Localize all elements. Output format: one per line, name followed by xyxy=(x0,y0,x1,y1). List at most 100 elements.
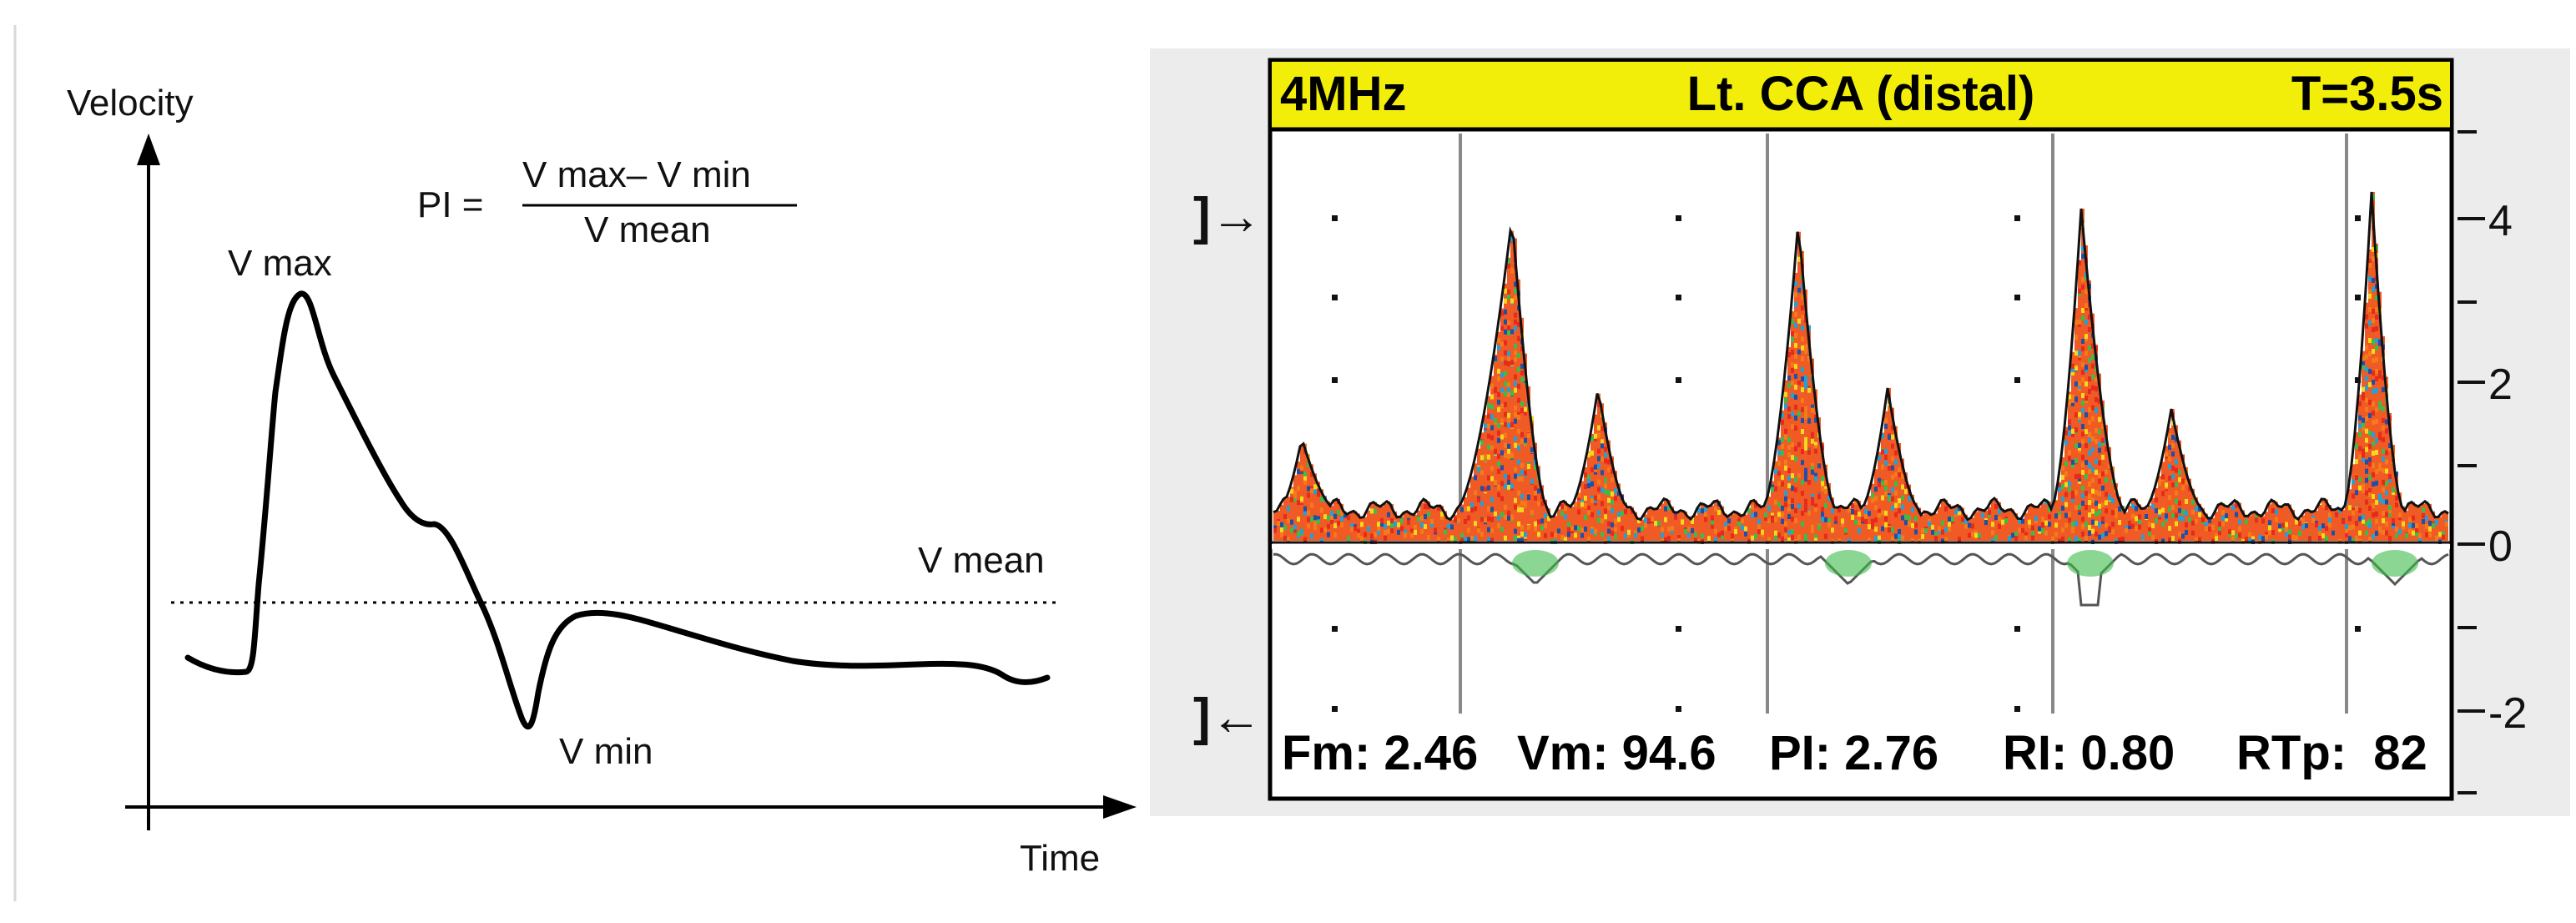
spectrum-speckle xyxy=(1410,528,1414,534)
spectrum-speckle xyxy=(2185,522,2188,527)
spectrum-speckle xyxy=(2378,526,2382,532)
spectrum-speckle xyxy=(2372,340,2375,345)
spectrum-speckle xyxy=(1811,469,1814,475)
spectrum-speckle xyxy=(1791,350,1794,356)
spectrum-column xyxy=(1827,482,1831,541)
spectrum-speckle xyxy=(1964,523,1968,529)
spectrum-column xyxy=(1374,502,1377,541)
spectrum-speckle xyxy=(2358,454,2362,460)
spectrum-speckle xyxy=(2061,496,2064,502)
spectrum-speckle xyxy=(2068,517,2071,523)
measurement-pi: PI: 2.76 xyxy=(1769,726,1938,780)
spectrum-speckle xyxy=(2345,523,2348,529)
spectrum-speckle xyxy=(1791,362,1794,368)
spectrum-speckle xyxy=(2081,401,2084,406)
spectrum-speckle xyxy=(1868,511,1871,517)
spectrum-speckle xyxy=(2261,536,2265,542)
spectrum-speckle xyxy=(2268,520,2271,526)
spectrum-speckle xyxy=(1874,527,1878,532)
spectrum-speckle xyxy=(1817,463,1821,469)
spectrum-speckle xyxy=(1781,536,1784,542)
spectrum-column xyxy=(1320,489,1323,541)
spectrum-speckle xyxy=(1514,325,1517,331)
spectrum-speckle xyxy=(1604,477,1607,483)
spectrum-speckle xyxy=(1817,525,1821,531)
spectrum-speckle xyxy=(1884,423,1888,429)
spectrum-speckle xyxy=(1878,455,1881,461)
spectrum-speckle xyxy=(1290,488,1293,494)
spectrum-speckle xyxy=(1514,442,1517,448)
spectrum-speckle xyxy=(1374,532,1377,537)
spectrum-speckle xyxy=(1497,492,1500,497)
spectrum-speckle xyxy=(1504,319,1507,325)
spectrum-speckle xyxy=(1457,517,1460,523)
spectrum-speckle xyxy=(1487,537,1490,542)
spectrum-speckle xyxy=(2185,498,2188,504)
spectrum-column xyxy=(1684,511,1687,541)
spectrum-speckle xyxy=(2091,343,2095,349)
spectrum-speckle xyxy=(2362,386,2365,392)
spectrum-column xyxy=(1717,501,1721,541)
spectrum-speckle xyxy=(1490,517,1494,522)
spectrum-speckle xyxy=(2258,534,2261,540)
spectrum-column xyxy=(2321,499,2325,541)
spectrum-speckle xyxy=(2335,512,2338,517)
spectrum-speckle xyxy=(1884,491,1888,497)
spectrum-speckle xyxy=(1874,505,1878,511)
spectrum-speckle xyxy=(1614,534,1617,540)
spectrum-speckle xyxy=(2358,507,2362,513)
spectrum-speckle xyxy=(2238,532,2241,538)
spectrum-speckle xyxy=(2091,446,2095,452)
spectrum-speckle xyxy=(2091,467,2095,472)
spectrum-speckle xyxy=(2358,431,2362,437)
spectrum-column xyxy=(1283,498,1287,541)
spectrum-speckle xyxy=(2385,490,2388,496)
spectrum-speckle xyxy=(2168,464,2171,470)
spectrum-speckle xyxy=(1791,473,1794,479)
spectrum-speckle xyxy=(1667,505,1671,511)
spectrum-speckle xyxy=(1781,443,1784,449)
spectrum-column xyxy=(1801,251,1804,541)
spectrum-speckle xyxy=(2208,526,2211,532)
spectrum-speckle xyxy=(1587,510,1590,516)
spectrum-speckle xyxy=(2095,511,2098,517)
spectrum-speckle xyxy=(1791,411,1794,417)
spectrum-speckle xyxy=(2208,517,2211,523)
spectrum-speckle xyxy=(1520,462,1524,468)
spectrum-speckle xyxy=(1791,381,1794,386)
spectrum-speckle xyxy=(1504,442,1507,448)
spectrum-speckle xyxy=(2375,295,2378,300)
spectrum-speckle xyxy=(1293,527,1297,533)
spectrum-speckle xyxy=(2168,526,2171,532)
spectrum-speckle xyxy=(1590,467,1594,472)
spectrum-speckle xyxy=(2268,525,2271,531)
spectrum-speckle xyxy=(1307,523,1310,529)
spectrum-column xyxy=(1777,437,1781,541)
spectrum-column xyxy=(2131,499,2135,541)
spectrum-speckle xyxy=(2095,438,2098,444)
spectrum-column xyxy=(2098,373,2101,541)
spectrum-speckle xyxy=(1878,482,1881,487)
spectrum-speckle xyxy=(1490,404,1494,410)
spectrum-speckle xyxy=(1280,532,1283,537)
spectrum-speckle xyxy=(1784,403,1787,409)
spectrum-speckle xyxy=(2141,534,2145,540)
spectrum-speckle xyxy=(2375,314,2378,320)
spectrum-speckle xyxy=(1360,536,1364,542)
spectrum-column xyxy=(1721,506,1724,541)
spectrum-speckle xyxy=(1894,512,1898,517)
spectrum-speckle xyxy=(1347,515,1350,521)
spectrum-column xyxy=(1998,502,2001,541)
spectrum-column xyxy=(2425,501,2428,541)
spectrum-speckle xyxy=(2088,482,2091,487)
doppler-screen xyxy=(1268,58,2454,801)
spectrum-speckle xyxy=(2378,401,2382,406)
spectrum-column xyxy=(1661,503,1664,541)
spectrum-speckle xyxy=(1881,464,1884,470)
spectrum-speckle xyxy=(1584,514,1587,520)
spectrum-speckle xyxy=(1584,483,1587,489)
spectrum-speckle xyxy=(1480,501,1484,507)
spectrum-speckle xyxy=(1300,496,1303,502)
spectrum-speckle xyxy=(1440,515,1444,521)
spectrum-speckle xyxy=(2074,427,2078,433)
